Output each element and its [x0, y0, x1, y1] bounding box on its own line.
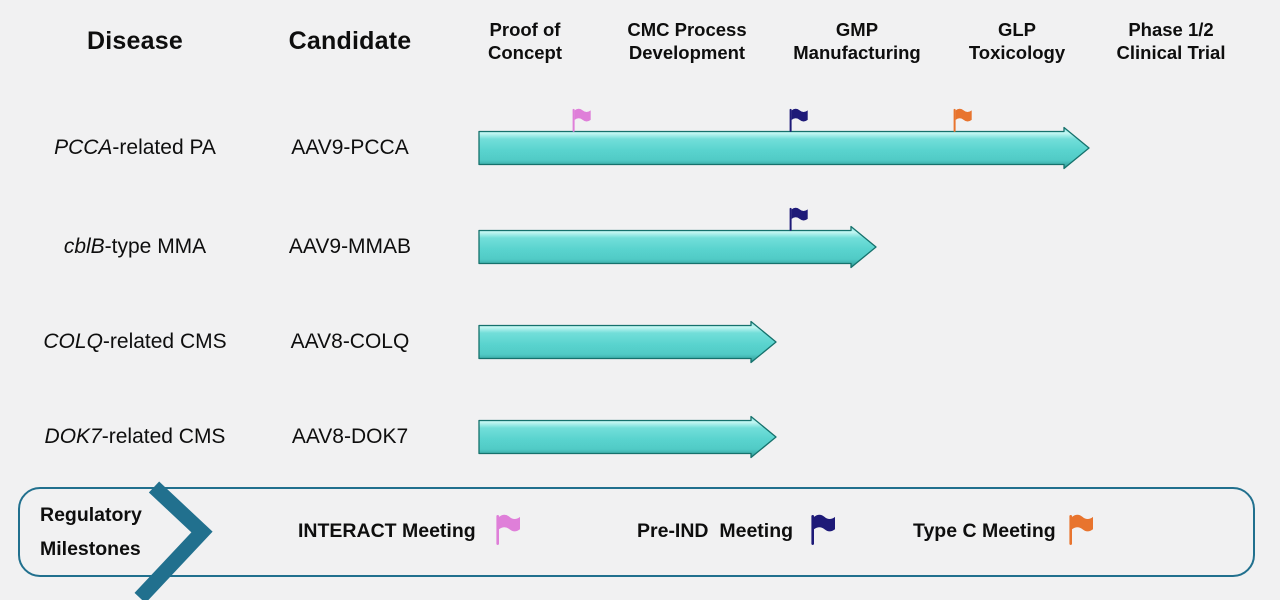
disease-label: PCCA-related PA [0, 133, 270, 163]
pipeline-arrow [478, 126, 1090, 170]
disease-suffix: -related CMS [102, 330, 227, 353]
column-header-phase-1-2-clinical-trial: Phase 1/2 Clinical Trial [1116, 19, 1226, 63]
interact-meeting-flag-icon [572, 108, 591, 132]
disease-gene: COLQ [43, 330, 103, 353]
legend-item-label: Type C Meeting [913, 520, 1056, 542]
legend-title-line1: Regulatory [40, 504, 142, 526]
pipeline-arrow [478, 225, 877, 269]
column-header-candidate: Candidate [288, 27, 412, 55]
column-header-cmc-process-development: CMC Process Development [627, 19, 747, 63]
pre-ind-meeting-flag-icon [811, 514, 835, 545]
disease-suffix: -type MMA [104, 235, 207, 258]
legend-title: Regulatory Milestones [40, 498, 142, 566]
disease-gene: cblB [63, 235, 105, 258]
column-header-glp-toxicology: GLP Toxicology [968, 19, 1066, 63]
pipeline-arrow [478, 415, 777, 459]
candidate-label: AAV9-MMAB [288, 235, 412, 258]
legend-title-line2: Milestones [40, 538, 141, 560]
type-c-meeting-flag-icon [953, 108, 972, 132]
candidate-label: AAV8-COLQ [290, 330, 410, 353]
disease-suffix: -related CMS [101, 425, 226, 448]
disease-label: cblB-type MMA [0, 232, 270, 262]
disease-label: DOK7-related CMS [0, 422, 270, 452]
legend-box [18, 487, 1255, 577]
legend-item-label: INTERACT Meeting [298, 520, 476, 542]
interact-meeting-flag-icon [496, 514, 520, 545]
disease-suffix: -related PA [112, 136, 216, 159]
type-c-meeting-flag-icon [1069, 514, 1093, 545]
column-header-proof-of-concept: Proof of Concept [488, 19, 562, 63]
candidate-label: AAV9-PCCA [291, 136, 409, 159]
column-header-gmp-manufacturing: GMP Manufacturing [793, 19, 921, 63]
column-header-disease: Disease [87, 27, 183, 55]
pre-ind-meeting-flag-icon [789, 207, 808, 231]
disease-gene: DOK7 [44, 425, 102, 448]
disease-label: COLQ-related CMS [0, 327, 270, 357]
chevron-icon [134, 481, 213, 600]
pipeline-arrow [478, 320, 777, 364]
disease-gene: PCCA [54, 136, 113, 159]
legend-item-label: Pre-IND Meeting [637, 520, 794, 542]
candidate-label: AAV8-DOK7 [291, 425, 409, 448]
pre-ind-meeting-flag-icon [789, 108, 808, 132]
